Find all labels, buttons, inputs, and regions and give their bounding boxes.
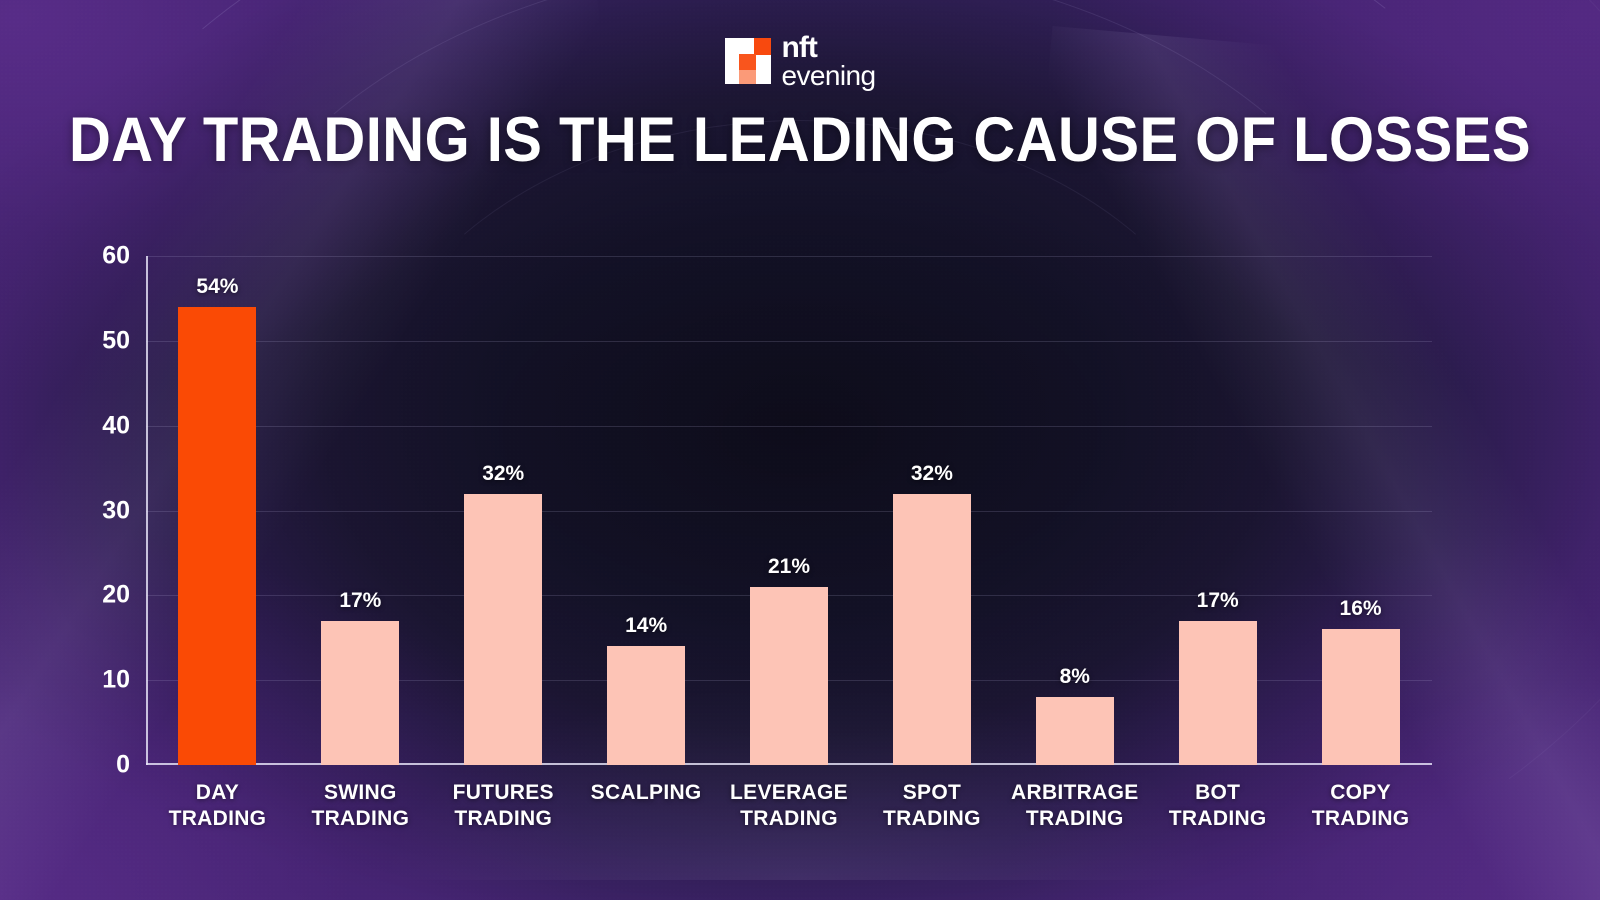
bar[interactable]: 8%: [1035, 665, 1114, 765]
x-axis-category-label: COPY TRADING: [1289, 780, 1432, 833]
x-axis-category-label: LEVERAGE TRADING: [718, 780, 861, 833]
bar-value-label: 16%: [1339, 597, 1382, 621]
x-axis-category-label-line: SCALPING: [590, 781, 702, 804]
x-axis-category-label-line: SWING: [324, 781, 397, 804]
bar[interactable]: 32%: [464, 462, 543, 765]
bar-slot: 17%: [289, 256, 432, 765]
x-axis-category-label-line: TRADING: [883, 807, 981, 831]
logo-block-right-stripe: [766, 55, 771, 85]
bar-slot: 16%: [1289, 256, 1432, 765]
bar[interactable]: 21%: [750, 555, 828, 765]
bar-slot: 54%: [146, 256, 289, 765]
bar-value-label: 21%: [767, 554, 811, 578]
bar-slot: 17%: [1146, 256, 1289, 765]
x-axis-category-label: SCALPING: [575, 780, 718, 833]
x-axis-category-label-line: DAY: [195, 781, 240, 804]
brand-logo: nft evening: [0, 31, 1600, 91]
bar-slot: 8%: [1003, 256, 1146, 765]
y-axis-tick-label: 20: [102, 580, 130, 609]
bar[interactable]: 17%: [1178, 589, 1257, 765]
bar-value-label: 32%: [482, 461, 525, 485]
y-axis-tick-label: 0: [116, 750, 130, 779]
bar[interactable]: 17%: [321, 589, 400, 765]
x-axis-category-label-line: LEVERAGE: [730, 781, 848, 804]
page-title: DAY TRADING IS THE LEADING CAUSE OF LOSS…: [68, 105, 1532, 175]
x-axis-category-label-line: TRADING: [740, 807, 838, 831]
x-axis-category-labels: DAY TRADING SWING TRADING FUTURES TRADING SCAL…: [146, 780, 1432, 833]
x-axis-category-label: DAY TRADING: [146, 780, 289, 833]
brand-name-evening: evening: [781, 59, 876, 91]
bar-value-label: 54%: [196, 274, 239, 298]
bar-value-label: 8%: [1059, 665, 1090, 689]
x-axis-category-label: ARBITRAGE TRADING: [1003, 780, 1146, 833]
x-axis-category-label: BOT TRADING: [1146, 780, 1289, 833]
bar-value-label: 14%: [625, 614, 668, 638]
bars-container: 54% 17% 32% 14% 21% 32% 8% 17% 16%: [146, 256, 1432, 765]
gridline: [146, 340, 1432, 342]
bar-slot: 32%: [860, 256, 1003, 765]
y-axis-tick-label: 60: [102, 241, 130, 270]
x-axis-category-label-line: TRADING: [1168, 807, 1267, 831]
bar-value-label: 32%: [910, 461, 953, 485]
bar[interactable]: 16%: [1321, 597, 1400, 765]
gridline: [146, 256, 1432, 257]
bar[interactable]: 54%: [178, 275, 257, 765]
bar[interactable]: 32%: [892, 462, 971, 765]
y-axis-tick-label: 40: [102, 411, 130, 440]
gridline: [146, 425, 1432, 427]
gridline: [146, 510, 1432, 512]
logo-block-top-right: [753, 38, 771, 56]
y-axis-tick-label: 30: [102, 496, 130, 524]
x-axis-category-label-line: TRADING: [168, 807, 267, 831]
x-axis-category-label: SPOT TRADING: [860, 780, 1003, 833]
bar-value-label: 17%: [1196, 588, 1239, 612]
y-axis-tick-label: 50: [102, 326, 130, 355]
x-axis-category-label-line: TRADING: [1311, 807, 1410, 831]
nft-logo-icon: [724, 38, 771, 85]
bar-slot: 32%: [432, 256, 575, 765]
x-axis-category-label-line: SPOT: [902, 781, 962, 804]
brand-name-nft: nft: [781, 31, 818, 64]
logo-block-middle: [738, 54, 756, 72]
bar-slot: 14%: [575, 256, 718, 765]
x-axis-category-label: SWING TRADING: [289, 780, 432, 833]
bar-slot: 21%: [718, 256, 861, 765]
x-axis-category-label-line: TRADING: [1025, 807, 1124, 831]
x-axis-category-label-line: FUTURES: [452, 781, 554, 804]
brand-wordmark: nft evening: [781, 31, 876, 91]
y-axis-line: [146, 256, 148, 765]
bar-value-label: 17%: [339, 588, 382, 612]
x-axis-category-label-line: ARBITRAGE: [1011, 781, 1139, 804]
y-axis-tick-label: 10: [102, 665, 130, 694]
x-axis-category-label-line: BOT: [1195, 781, 1241, 804]
x-axis-category-label-line: TRADING: [454, 807, 553, 831]
x-axis-category-label-line: COPY: [1330, 781, 1391, 804]
logo-block-bottom: [738, 70, 756, 85]
x-axis-category-label: FUTURES TRADING: [432, 780, 575, 833]
x-axis-category-label-line: TRADING: [311, 807, 410, 831]
bar[interactable]: 14%: [607, 614, 686, 765]
plot-area: 0 10 20 30 40 50 60 54% 17% 32% 14% 21% 32% 8% 17% 16%: [102, 242, 1432, 779]
